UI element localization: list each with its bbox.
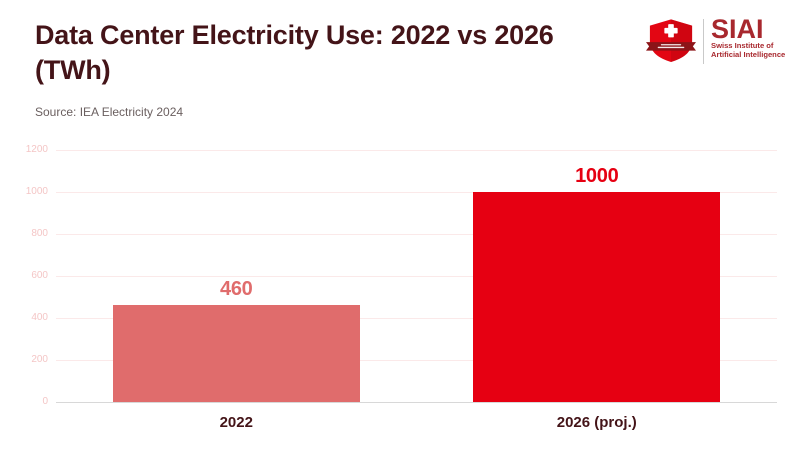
gridline: [56, 150, 777, 151]
logo-text: SIAI Swiss Institute of Artificial Intel…: [711, 14, 786, 59]
x-axis-baseline: [56, 402, 777, 403]
logo-divider: [703, 19, 704, 64]
y-axis-tick-label: 1200: [25, 144, 48, 155]
x-axis-category-label: 2026 (proj.): [556, 414, 637, 431]
y-axis-tick-label: 600: [31, 270, 48, 281]
y-axis-tick-label: 0: [42, 396, 48, 407]
bar-value-label: 1000: [575, 165, 619, 187]
siai-logo: SIAI Swiss Institute of Artificial Intel…: [646, 14, 786, 64]
y-axis-tick-label: 200: [31, 354, 48, 365]
gridline: [56, 360, 777, 361]
gridline: [56, 234, 777, 235]
bar-2026-proj-: [473, 192, 721, 402]
logo-acronym: SIAI: [711, 14, 764, 44]
gridline: [56, 276, 777, 277]
source-note: Source: IEA Electricity 2024: [35, 105, 184, 119]
x-axis-category-label: 2022: [219, 414, 253, 431]
y-axis-tick-label: 800: [31, 228, 48, 239]
logo-subtitle-line2: Artificial Intelligence: [711, 49, 786, 59]
y-axis-tick-label: 400: [31, 312, 48, 323]
y-axis-tick-label: 1000: [25, 186, 48, 197]
page-title: Data Center Electricity Use: 2022 vs 202…: [35, 20, 554, 85]
gridline: [56, 318, 777, 319]
bar-2022: [112, 305, 360, 402]
swiss-shield-cross-ribbon-icon: [646, 19, 696, 62]
gridline: [56, 192, 777, 193]
logo-subtitle-line1: Swiss Institute of: [711, 41, 774, 50]
bar-value-label: 460: [220, 278, 253, 301]
